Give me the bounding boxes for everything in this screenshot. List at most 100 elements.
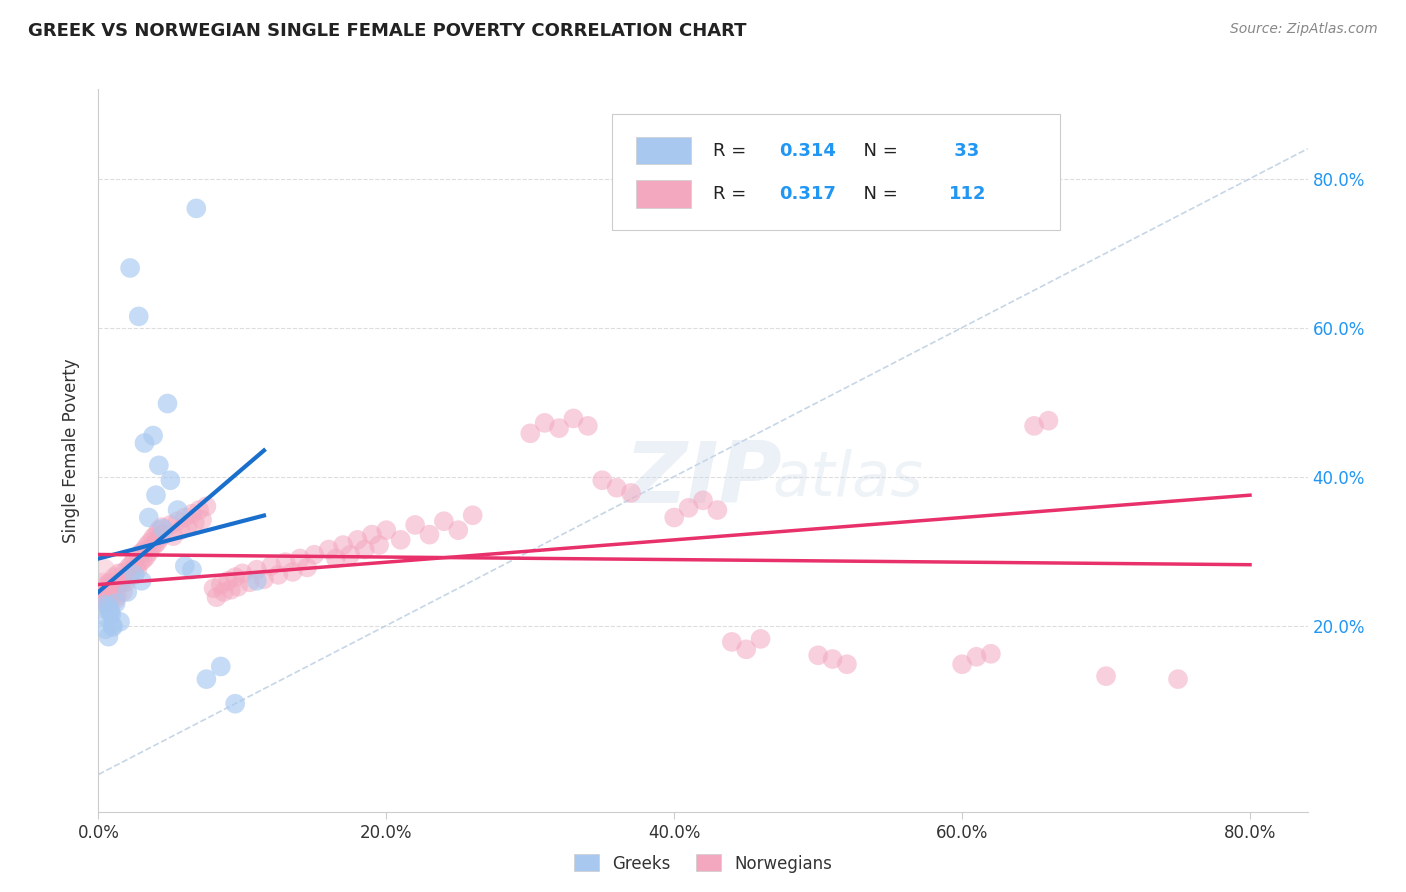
Point (664, 510, 686, 524)
Text: N =: N = (852, 185, 903, 203)
Point (112, 565, 135, 579)
Point (821, 652, 844, 666)
Point (1095, 669, 1118, 683)
Text: 0.314: 0.314 (779, 142, 837, 160)
Point (173, 558, 195, 573)
Point (749, 632, 772, 646)
Point (156, 396, 179, 410)
Point (226, 580, 249, 594)
Point (148, 458, 170, 473)
Legend: Greeks, Norwegians: Greeks, Norwegians (568, 847, 838, 880)
Point (224, 697, 246, 711)
Point (1167, 672, 1189, 686)
Point (108, 615, 131, 629)
Text: GREEK VS NORWEGIAN SINGLE FEMALE POVERTY CORRELATION CHART: GREEK VS NORWEGIAN SINGLE FEMALE POVERTY… (28, 22, 747, 40)
Point (548, 421, 571, 435)
Point (591, 473, 613, 487)
Point (1038, 414, 1060, 428)
Point (143, 538, 166, 552)
Point (209, 659, 232, 673)
Text: R =: R = (713, 142, 752, 160)
Point (148, 523, 170, 537)
Point (217, 574, 239, 588)
Point (173, 510, 195, 524)
Point (142, 428, 165, 442)
Point (134, 542, 156, 557)
Point (966, 649, 988, 664)
Point (433, 514, 456, 528)
Point (562, 411, 585, 425)
Point (98, 604, 121, 618)
Point (246, 563, 269, 577)
Point (159, 473, 181, 487)
Point (295, 560, 318, 574)
Point (519, 426, 541, 441)
Point (145, 527, 167, 541)
Point (169, 523, 191, 537)
Point (195, 500, 218, 514)
Point (124, 567, 146, 582)
Point (281, 565, 304, 579)
Point (128, 310, 150, 324)
Point (97, 630, 120, 644)
Text: atlas: atlas (773, 450, 924, 509)
Point (980, 647, 1002, 661)
Point (139, 535, 162, 549)
Text: 112: 112 (949, 185, 986, 203)
Point (325, 551, 347, 566)
Point (136, 538, 159, 552)
Point (94, 598, 117, 612)
Point (375, 523, 398, 537)
Text: 0.317: 0.317 (779, 185, 837, 203)
Point (807, 648, 830, 663)
Point (181, 563, 204, 577)
Point (101, 581, 124, 595)
Point (361, 527, 384, 541)
Point (114, 575, 136, 590)
Point (97, 599, 120, 614)
Point (108, 577, 131, 591)
Point (120, 567, 142, 582)
Point (389, 533, 412, 547)
Point (304, 548, 326, 562)
Point (368, 538, 391, 552)
Point (115, 570, 138, 584)
Point (950, 657, 973, 672)
Text: ZIP: ZIP (624, 438, 782, 521)
Point (105, 589, 128, 603)
FancyBboxPatch shape (637, 180, 690, 208)
Point (125, 558, 148, 573)
Point (93, 596, 115, 610)
Point (191, 513, 214, 527)
Point (620, 486, 643, 500)
Point (141, 541, 163, 555)
Point (96, 611, 118, 625)
Point (166, 514, 188, 528)
Text: N =: N = (852, 142, 903, 160)
Point (186, 202, 208, 216)
Point (100, 587, 122, 601)
Point (533, 416, 555, 430)
Point (134, 436, 156, 450)
Point (720, 635, 742, 649)
Point (184, 516, 207, 530)
Point (127, 563, 149, 577)
Point (135, 549, 157, 564)
Point (94, 591, 117, 605)
Point (98, 605, 121, 619)
Point (346, 533, 368, 547)
Point (678, 500, 700, 515)
Point (212, 585, 235, 599)
Point (159, 518, 181, 533)
Point (274, 555, 297, 569)
Point (142, 531, 165, 545)
Point (138, 510, 160, 524)
Point (110, 574, 132, 588)
Point (231, 566, 253, 581)
Point (239, 575, 262, 590)
Point (91, 581, 114, 595)
Point (181, 507, 204, 521)
FancyBboxPatch shape (637, 136, 690, 164)
Point (835, 657, 858, 672)
Point (118, 560, 141, 574)
